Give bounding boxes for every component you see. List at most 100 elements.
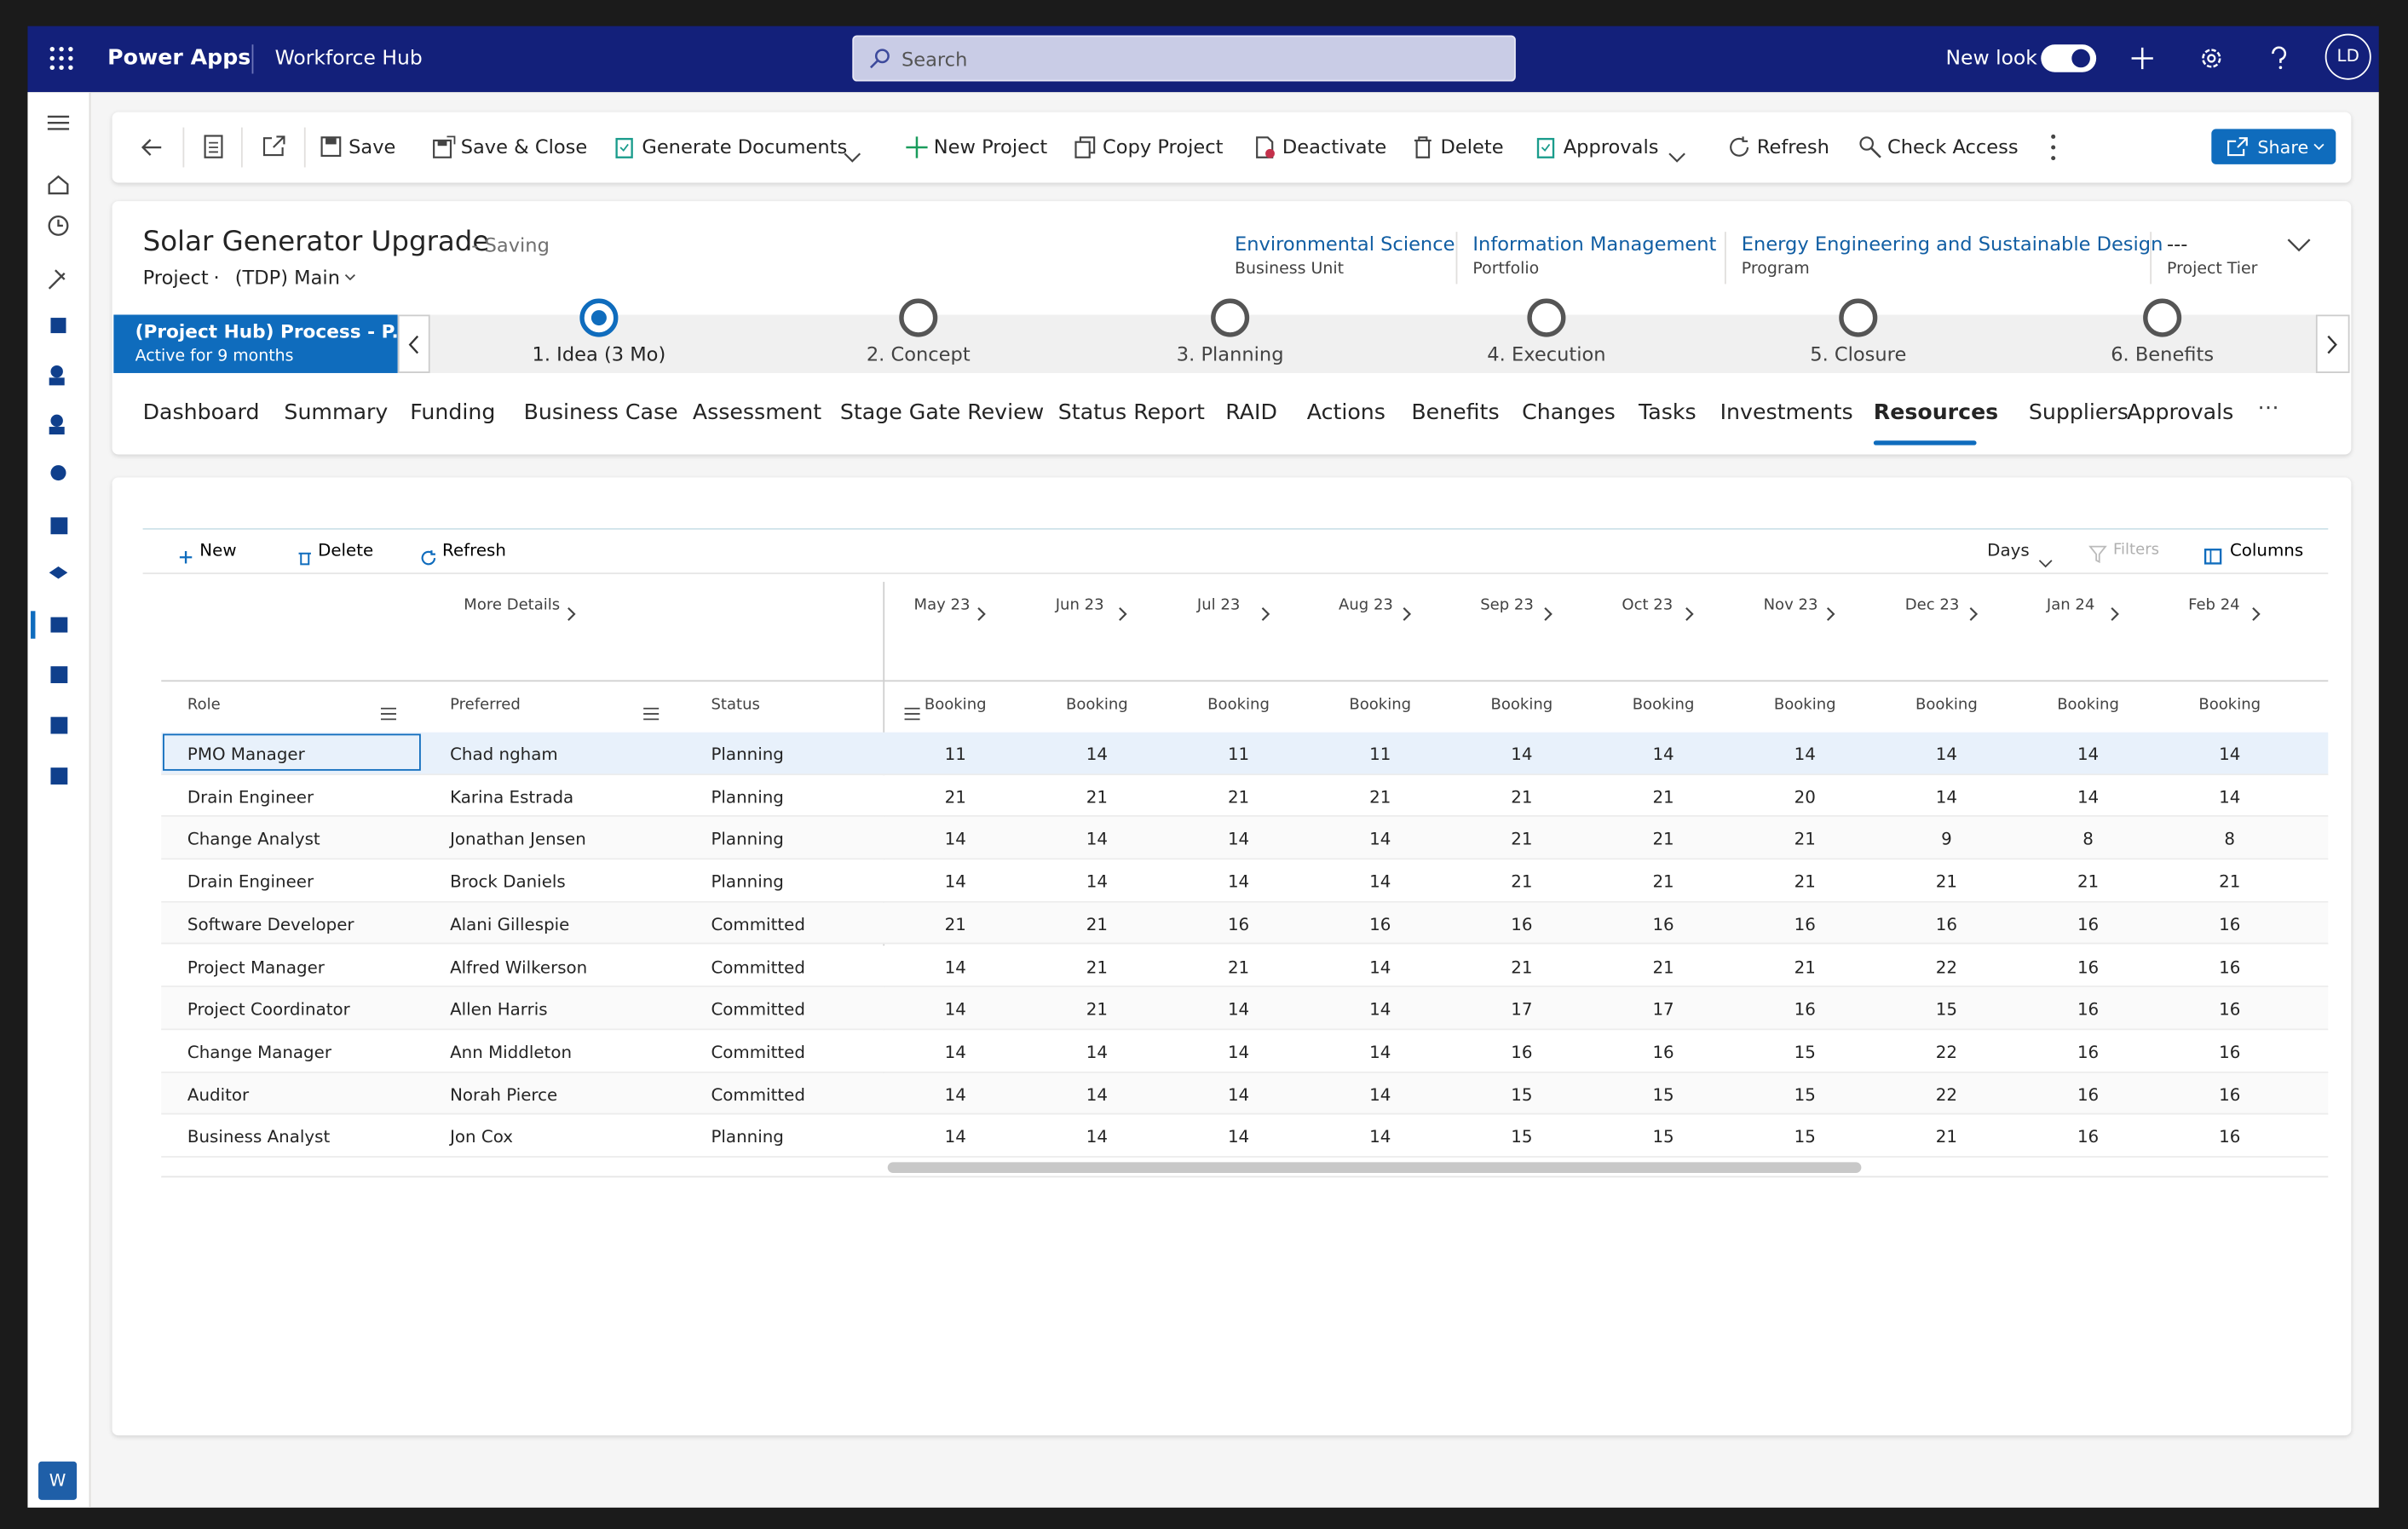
booking-cell[interactable]: 14	[944, 999, 966, 1020]
booking-cell[interactable]: 14	[944, 957, 966, 978]
grid-row[interactable]	[161, 859, 2329, 903]
booking-cell[interactable]: 11	[944, 744, 966, 765]
toolbar-button[interactable]: Delete	[318, 540, 374, 560]
status-cell[interactable]: Planning	[711, 829, 784, 850]
booking-cell[interactable]: 17	[1652, 999, 1674, 1020]
role-cell[interactable]: Auditor	[187, 1084, 250, 1105]
stage-label[interactable]: 5. Closure	[1810, 342, 1907, 365]
command-button[interactable]: Approvals	[1563, 135, 1659, 158]
grid-row[interactable]	[161, 1072, 2329, 1115]
grid-row[interactable]	[161, 1030, 2329, 1073]
help-button[interactable]	[2268, 44, 2290, 72]
command-button[interactable]: Delete	[1440, 135, 1504, 158]
booking-cell[interactable]: 21	[1511, 829, 1533, 850]
booking-cell[interactable]: 14	[2219, 787, 2241, 808]
command-button[interactable]: Deactivate	[1282, 135, 1387, 158]
booking-cell[interactable]: 14	[1086, 1127, 1108, 1147]
booking-cell[interactable]: 22	[1935, 1084, 1958, 1105]
booking-cell[interactable]: 16	[1935, 914, 1958, 935]
booking-cell[interactable]: 9	[1941, 829, 1952, 850]
booking-cell[interactable]: 15	[1652, 1127, 1674, 1147]
preferred-cell[interactable]: Chad ngham	[450, 744, 558, 765]
month-header[interactable]: Oct 23	[1622, 597, 1674, 614]
grid-row[interactable]	[161, 945, 2329, 988]
status-cell[interactable]: Planning	[711, 787, 784, 808]
booking-cell[interactable]: 21	[1086, 787, 1108, 808]
command-button[interactable]: Refresh	[1756, 135, 1829, 158]
booking-cell[interactable]: 14	[1652, 744, 1674, 765]
tab[interactable]: Resources	[1873, 400, 1999, 426]
preferred-cell[interactable]: Ann Middleton	[450, 1042, 573, 1062]
booking-cell[interactable]: 14	[944, 1127, 966, 1147]
tab[interactable]: Benefits	[1411, 400, 1500, 426]
booking-cell[interactable]: 16	[2077, 999, 2100, 1020]
booking-cell[interactable]: 22	[1935, 1042, 1958, 1062]
command-button[interactable]: Save & Close	[460, 135, 588, 158]
preferred-cell[interactable]: Alani Gillespie	[450, 914, 570, 935]
booking-cell[interactable]: 21	[1511, 957, 1533, 978]
role-cell[interactable]: PMO Manager	[187, 744, 305, 765]
role-cell[interactable]: Drain Engineer	[187, 787, 314, 808]
app-name[interactable]: Power Apps	[107, 46, 251, 71]
booking-cell[interactable]: 16	[1652, 914, 1674, 935]
status-cell[interactable]: Planning	[711, 871, 784, 893]
form-selector[interactable]: (TDP) Main	[234, 265, 340, 289]
column-header[interactable]: Preferred	[450, 697, 521, 715]
month-header[interactable]: Jun 23	[1055, 597, 1104, 614]
booking-cell[interactable]: 14	[1369, 957, 1391, 978]
booking-cell[interactable]: 14	[1086, 871, 1108, 893]
command-button[interactable]: New Project	[933, 135, 1048, 158]
process-next[interactable]	[2315, 314, 2350, 373]
preferred-cell[interactable]: Karina Estrada	[450, 787, 574, 808]
booking-cell[interactable]: 16	[2219, 1084, 2241, 1105]
booking-cell[interactable]: 16	[2077, 1127, 2100, 1147]
tab[interactable]: Business Case	[523, 400, 678, 426]
role-cell[interactable]: Project Manager	[187, 957, 325, 978]
booking-cell[interactable]: 14	[944, 1084, 966, 1105]
scrollbar[interactable]	[887, 1162, 1862, 1173]
tab[interactable]: Changes	[1522, 400, 1616, 426]
tab[interactable]: Investments	[1720, 400, 1853, 426]
booking-cell[interactable]: 14	[2219, 744, 2241, 765]
grid-row[interactable]	[161, 774, 2329, 818]
booking-cell[interactable]: 14	[1086, 1084, 1108, 1105]
share-button[interactable]: Share	[2211, 129, 2336, 164]
role-cell[interactable]: Drain Engineer	[187, 871, 314, 893]
booking-cell[interactable]: 16	[2077, 1084, 2100, 1105]
command-button[interactable]: Copy Project	[1103, 135, 1224, 158]
column-header[interactable]: Status	[711, 697, 760, 715]
booking-cell[interactable]: 14	[944, 871, 966, 893]
booking-cell[interactable]: 21	[1652, 787, 1674, 808]
booking-cell[interactable]: 16	[1511, 914, 1533, 935]
popout-button[interactable]	[261, 134, 287, 158]
booking-cell[interactable]: 21	[1935, 871, 1958, 893]
role-cell[interactable]: Software Developer	[187, 914, 354, 935]
grid-row[interactable]	[161, 732, 2329, 775]
booking-cell[interactable]: 8	[2083, 829, 2094, 850]
booking-cell[interactable]: 21	[944, 787, 966, 808]
booking-cell[interactable]: 21	[1086, 914, 1108, 935]
app-launcher[interactable]	[49, 46, 74, 71]
booking-cell[interactable]: 14	[1369, 871, 1391, 893]
booking-cell[interactable]: 21	[1935, 1127, 1958, 1147]
month-header[interactable]: Feb 24	[2188, 597, 2240, 614]
toolbar-button[interactable]: New	[199, 540, 237, 560]
booking-cell[interactable]: 16	[2077, 914, 2100, 935]
booking-cell[interactable]: 15	[1652, 1084, 1674, 1105]
status-cell[interactable]: Committed	[711, 914, 805, 935]
stage-label[interactable]: 1. Idea (3 Mo)	[532, 342, 666, 365]
booking-cell[interactable]: 8	[2224, 829, 2236, 850]
preferred-cell[interactable]: Norah Pierce	[450, 1084, 558, 1105]
selected-cell[interactable]	[163, 733, 421, 771]
booking-cell[interactable]: 21	[1652, 871, 1674, 893]
toolbar-button[interactable]: Refresh	[442, 540, 506, 560]
tab[interactable]: Stage Gate Review	[839, 400, 1045, 426]
preferred-cell[interactable]: Jonathan Jensen	[450, 829, 586, 850]
booking-cell[interactable]: 21	[944, 914, 966, 935]
booking-cell[interactable]: 16	[2077, 957, 2100, 978]
stage-label[interactable]: 6. Benefits	[2111, 342, 2215, 365]
booking-cell[interactable]: 14	[2077, 744, 2100, 765]
command-button[interactable]: Check Access	[1887, 135, 2019, 158]
booking-cell[interactable]: 15	[1511, 1084, 1533, 1105]
avatar[interactable]: LD	[2324, 33, 2371, 80]
